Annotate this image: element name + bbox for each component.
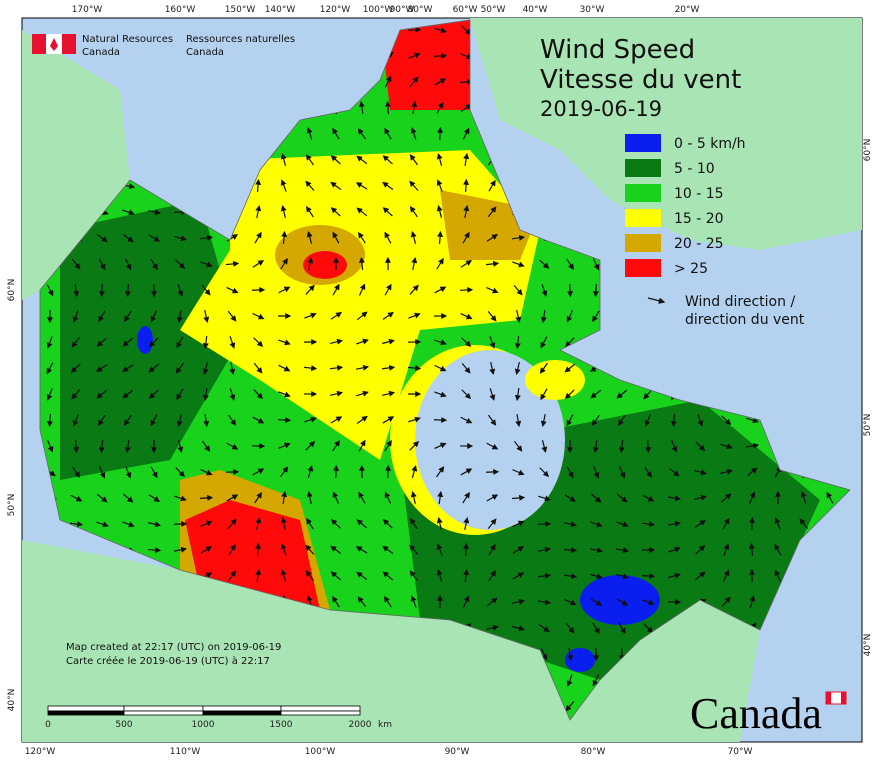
wind-arrow [648, 440, 649, 452]
legend-arrow-label: direction du vent [685, 312, 805, 328]
agency-en: Canada [82, 47, 120, 58]
legend-swatch [625, 159, 661, 177]
scale-segment [48, 711, 124, 715]
wind-arrow [466, 544, 467, 556]
agency-en: Natural Resources [82, 34, 173, 45]
legend-label: 0 - 5 km/h [674, 136, 746, 152]
lon-label: 50°W [481, 5, 506, 15]
title-en: Wind Speed [540, 35, 695, 65]
lon-label: 120°W [320, 5, 351, 15]
lon-label: 40°W [523, 5, 548, 15]
scale-segment [281, 711, 360, 715]
scale-segment [48, 706, 124, 711]
lon-label: 160°W [165, 5, 196, 15]
lon-label: 110°W [170, 747, 201, 757]
lon-label: 80°W [581, 747, 606, 757]
wind-arrow [564, 550, 576, 551]
lat-label: 40°N [863, 634, 873, 657]
lon-label: 100°W [305, 747, 336, 757]
wind-arrow [434, 56, 446, 57]
wind-arrow [752, 518, 753, 530]
footer-created: Map created at 22:17 (UTC) on 2019-06-19 [66, 642, 281, 653]
scale-tick: 500 [115, 720, 132, 730]
lon-label: 80°W [408, 5, 433, 15]
scale-segment [281, 706, 360, 711]
lon-label: 150°W [225, 5, 256, 15]
wordmark: Canada [690, 689, 822, 738]
wind-arrow [336, 466, 337, 478]
scale-segment [124, 711, 203, 715]
lon-label: 120°W [25, 747, 56, 757]
legend-swatch [625, 259, 661, 277]
legend-label: 5 - 10 [674, 161, 715, 177]
wind-arrow [538, 524, 550, 525]
lat-label: 50°N [863, 414, 873, 437]
lon-label: 70°W [728, 747, 753, 757]
legend-label: > 25 [674, 261, 708, 277]
agency-fr: Ressources naturelles [186, 34, 295, 45]
title-fr: Vitesse du vent [540, 65, 741, 95]
footer-created: Carte créée le 2019-06-19 (UTC) à 22:17 [66, 655, 270, 667]
legend-label: 20 - 25 [674, 236, 724, 252]
lat-label: 50°N [7, 494, 17, 517]
wind-arrow [460, 290, 472, 291]
wind-arrow [642, 576, 654, 577]
scale-segment [203, 711, 281, 715]
scale-unit: km [378, 720, 392, 730]
wind-arrow [388, 102, 389, 114]
lon-label: 30°W [580, 5, 605, 15]
wind-arrow [570, 284, 571, 296]
title-date: 2019-06-19 [540, 97, 662, 121]
wind-arrow [486, 472, 498, 473]
lon-label: 20°W [675, 5, 700, 15]
flag-right [62, 34, 76, 54]
scale-tick: 1000 [192, 720, 215, 730]
wind-arrow [102, 284, 103, 296]
lat-label: 60°N [863, 139, 873, 162]
scale-segment [124, 706, 203, 711]
legend-label: 10 - 15 [674, 186, 724, 202]
scale-tick: 2000 [349, 720, 372, 730]
legend-swatch [625, 234, 661, 252]
wind-arrow [200, 498, 212, 499]
legend-label: 15 - 20 [674, 211, 724, 227]
wind-arrow [408, 30, 420, 31]
lon-label: 60°W [453, 5, 478, 15]
lon-label: 90°W [445, 747, 470, 757]
wind-arrow [466, 180, 467, 192]
agency-fr: Canada [186, 47, 224, 58]
lon-label: 140°W [265, 5, 296, 15]
scale-tick: 0 [45, 720, 51, 730]
lon-label: 170°W [72, 5, 103, 15]
wind-arrow [440, 128, 441, 140]
lat-label: 40°N [7, 689, 17, 712]
wind-arrow [278, 420, 290, 421]
scale-segment [203, 706, 281, 711]
flag-left [32, 34, 46, 54]
legend-swatch [625, 134, 661, 152]
lat-label: 60°N [7, 279, 17, 302]
legend-arrow-label: Wind direction / [685, 294, 795, 310]
wind-arrow [50, 414, 51, 426]
wind-arrow [388, 466, 389, 478]
legend-swatch [625, 184, 661, 202]
scale-tick: 1500 [270, 720, 293, 730]
legend-swatch [625, 209, 661, 227]
